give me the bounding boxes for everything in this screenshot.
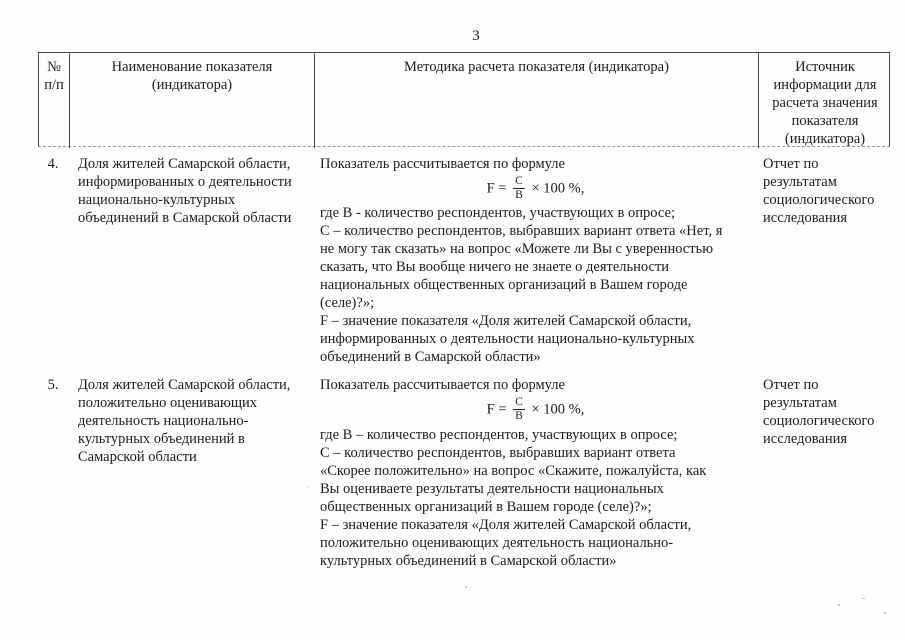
table-header-row: № п/п Наименование показателя (индикатор… xyxy=(38,52,891,148)
source-cell: Отчет по результатам социологического ис… xyxy=(763,156,875,226)
page-number: 3 xyxy=(472,28,480,44)
method-description: где В – количество респондентов, участву… xyxy=(320,426,707,569)
scan-speck xyxy=(307,487,308,488)
fraction-denominator: B xyxy=(515,409,523,422)
scan-speck xyxy=(465,586,467,588)
formula-suffix: × 100 %, xyxy=(531,401,585,418)
fraction-numerator: C xyxy=(513,175,525,189)
formula-suffix: × 100 %, xyxy=(531,180,585,197)
table-body: 4. Доля жителей Самарской области, инфор… xyxy=(38,153,890,578)
indicator-name: Доля жителей Самарской области, информир… xyxy=(78,156,292,226)
scan-speck xyxy=(884,612,886,614)
method-intro: Показатель рассчитывается по формуле xyxy=(320,156,565,172)
row-number: 4. xyxy=(47,156,59,172)
header-cell-source: Источник информации для расчета значения… xyxy=(758,53,891,148)
indicators-table: № п/п Наименование показателя (индикатор… xyxy=(38,52,891,148)
row-number: 5. xyxy=(47,377,59,394)
header-cell-number: № п/п xyxy=(44,59,64,93)
fraction-denominator: B xyxy=(515,188,523,201)
formula-fraction: C B xyxy=(513,396,525,422)
formula: F = C B × 100 %, xyxy=(320,173,751,204)
source-cell: Отчет по результатам социологического ис… xyxy=(763,377,875,448)
table-row: 5. Доля жителей Самарской области, полож… xyxy=(38,374,890,569)
indicator-name: Доля жителей Самарской области, положите… xyxy=(78,377,291,466)
scan-speck xyxy=(838,604,840,606)
header-cell-method: Методика расчета показателя (индикатора) xyxy=(314,53,758,148)
method-cell: Показатель рассчитывается по формуле F =… xyxy=(313,374,757,569)
scan-speck xyxy=(862,598,865,599)
method-description: где В - количество респондентов, участву… xyxy=(320,205,723,366)
formula-prefix: F = xyxy=(486,180,507,197)
table-row: 4. Доля жителей Самарской области, инфор… xyxy=(38,153,890,366)
method-intro: Показатель рассчитывается по формуле xyxy=(320,377,565,394)
formula-prefix: F = xyxy=(486,401,507,418)
formula-fraction: C B xyxy=(513,175,525,201)
method-cell: Показатель рассчитывается по формуле F =… xyxy=(313,153,757,366)
formula: F = C B × 100 %, xyxy=(320,394,751,425)
header-cell-indicator-name: Наименование показателя (индикатора) xyxy=(69,53,314,148)
fraction-numerator: C xyxy=(513,396,525,410)
